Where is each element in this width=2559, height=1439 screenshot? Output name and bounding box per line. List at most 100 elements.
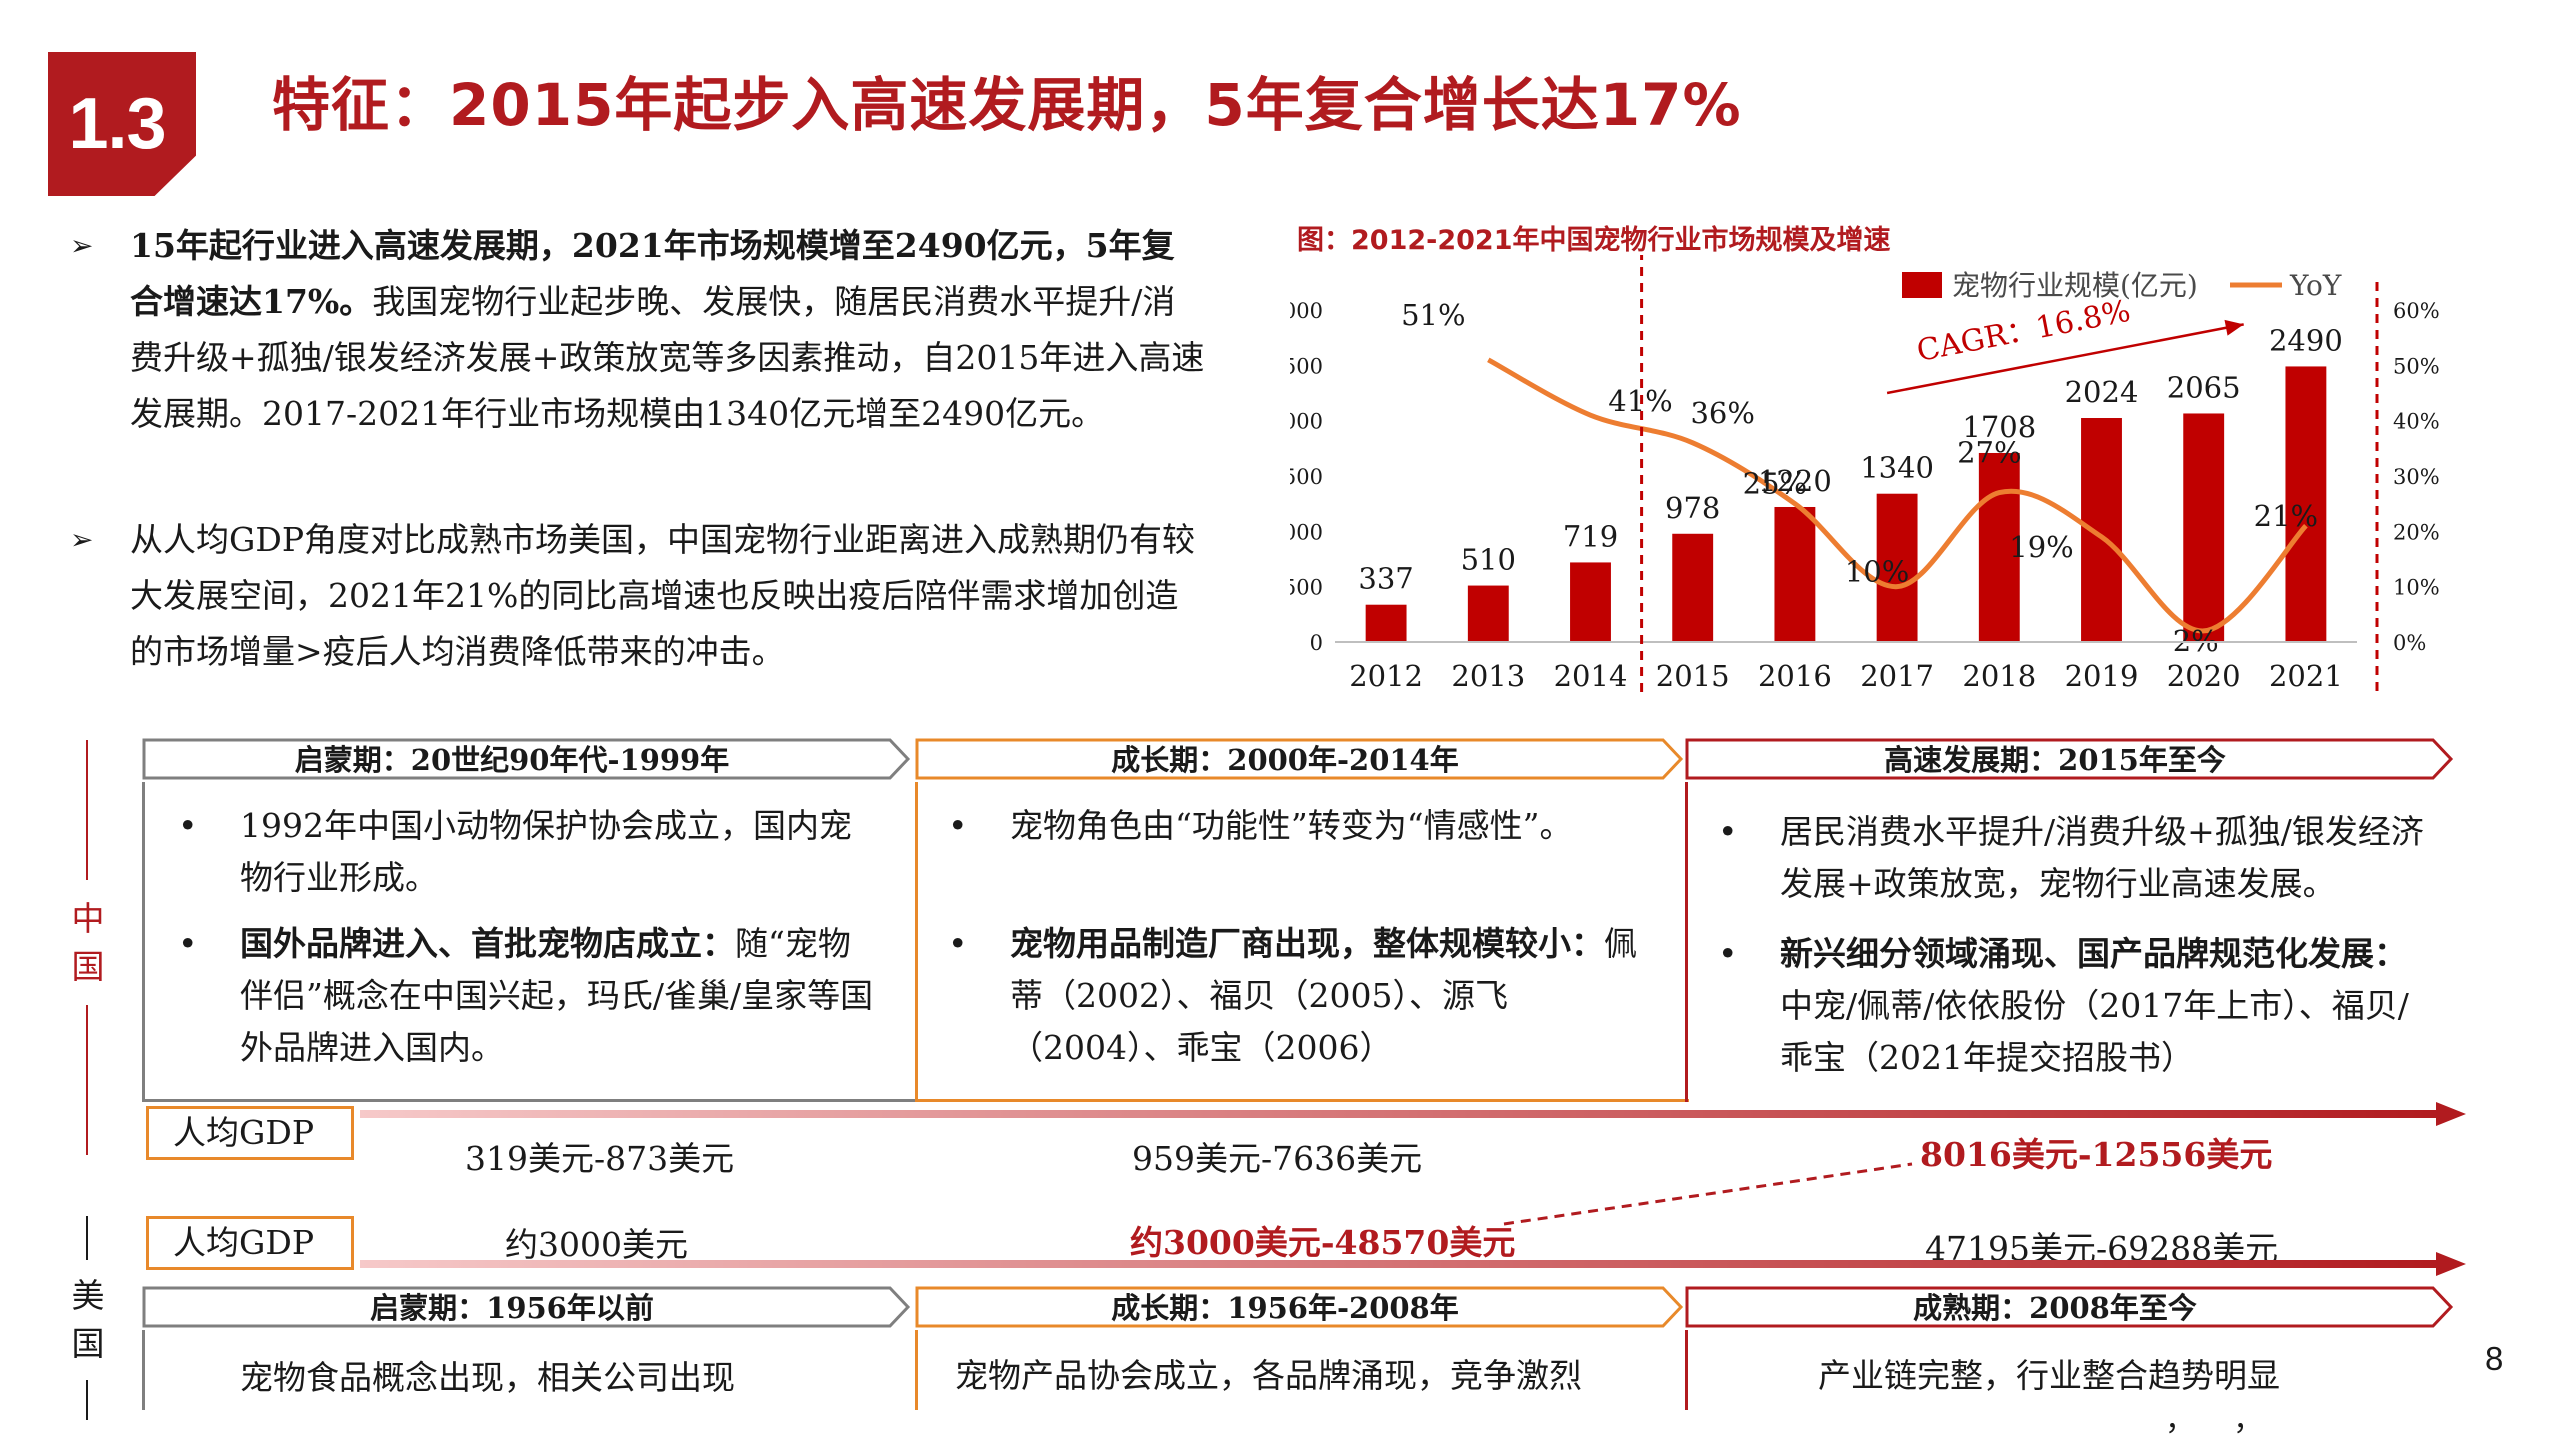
bar-value-label: 978 <box>1665 491 1720 525</box>
x-tick-label: 2021 <box>2269 659 2343 693</box>
us-stage-3-box <box>1685 1330 2459 1410</box>
yoy-value-label: 2% <box>2173 624 2219 658</box>
market-size-chart: 337 510 719 978 1220 1340 1708 2024 2065 2490 51% 4… <box>1290 255 2440 693</box>
yoy-value-label: 25% <box>1743 467 1807 501</box>
legend-line-label: YoY <box>2289 269 2342 302</box>
y-right-tick-label: 50% <box>2393 354 2440 378</box>
bar-value-label: 1708 <box>1962 410 2036 444</box>
stage-arrow-china-1 <box>142 738 911 780</box>
x-tick-label: 2018 <box>1962 659 2036 693</box>
bar <box>1570 562 1611 642</box>
stage-arrow-us-1 <box>142 1286 911 1328</box>
china-gdp-stage-2: 959美元-7636美元 <box>1132 1139 1423 1178</box>
bar-value-label: 510 <box>1461 543 1516 577</box>
us-gdp-stage-2: 约3000美元-48570美元 <box>1130 1223 1516 1262</box>
bar <box>1467 585 1509 642</box>
us-stage-1-box <box>142 1330 916 1410</box>
bar-value-label: 719 <box>1563 519 1618 553</box>
bullet-text: 从人均GDP角度对比成熟市场美国，中国宠物行业距离进入成熟期仍有较大发展空间，2… <box>130 520 1196 671</box>
arrow-bullet-icon: ➢ <box>70 229 94 262</box>
bar-value-label: 1340 <box>1860 451 1934 485</box>
yoy-value-label: 27% <box>1957 436 2021 470</box>
x-tick-label: 2013 <box>1451 659 1525 693</box>
china-stage-1-box <box>142 782 916 1102</box>
stage-arrow-us-2 <box>915 1286 1684 1328</box>
bullet-bold-text: 15年起行业进入高速发展期，2021年市场规模增至2490亿元，5年复合增速达1… <box>130 226 1175 321</box>
y-left-tick-label: 1,000 <box>1290 520 1323 544</box>
bullet-gdp-comparison: ➢ 从人均GDP角度对比成熟市场美国，中国宠物行业距离进入成熟期仍有较大发展空间… <box>70 512 1205 680</box>
y-right-tick-label: 30% <box>2393 465 2440 489</box>
x-tick-label: 2020 <box>2167 659 2241 693</box>
chart-title: 图：2012-2021年中国宠物行业市场规模及增速 <box>1297 225 1891 256</box>
yoy-value-label: 36% <box>1690 396 1754 430</box>
bar <box>2183 413 2225 642</box>
us-gdp-label: 人均GDP <box>146 1216 354 1270</box>
yoy-value-label: 51% <box>1401 298 1465 332</box>
us-stage-2-title: 成长期：1956年-2008年 <box>1111 1291 1459 1325</box>
yoy-value-label: 19% <box>2009 530 2073 564</box>
bar-value-label: 2490 <box>2269 323 2343 357</box>
y-left-tick-label: 2,000 <box>1290 410 1323 434</box>
stage-arrow-us-3 <box>1685 1286 2454 1328</box>
y-left-tick-label: 3,000 <box>1290 299 1323 323</box>
china-stage-3-point: • 居民消费水平提升/消费升级+孤独/银发经济发展+政策放宽，宠物行业高速发展。 <box>1718 812 2424 903</box>
us-gdp-arrow <box>360 1252 2466 1276</box>
arrow-bullet-icon: ➢ <box>70 523 94 556</box>
x-tick-label: 2014 <box>1554 659 1628 693</box>
china-stage-1-title: 启蒙期：20世纪90年代-1999年 <box>294 743 730 777</box>
china-stage-3-point: • 新兴细分领域涌现、国产品牌规范化发展：中宠/佩蒂/依依股份（2017年上市）、… <box>1718 934 2409 1077</box>
china-stage-2-box <box>915 782 1689 1102</box>
yoy-value-label: 10% <box>1845 555 1909 589</box>
stage-arrow-china-3 <box>1685 738 2454 780</box>
bar <box>1978 452 2020 642</box>
y-right-tick-label: 0% <box>2393 631 2426 655</box>
bar <box>2081 418 2122 642</box>
us-stage-1-title: 启蒙期：1956年以前 <box>370 1291 654 1325</box>
stage-arrow-china-2 <box>915 738 1684 780</box>
china-gdp-stage-3: 8016美元-12556美元 <box>1920 1135 2273 1174</box>
china-stage-3-title: 高速发展期：2015年至今 <box>1884 743 2226 777</box>
china-stage-3-box <box>1685 782 2459 1102</box>
bar-value-label: 337 <box>1358 562 1413 596</box>
us-stage-1-text: 宠物食品概念出现，相关公司出现 <box>240 1358 735 1397</box>
bar <box>2285 366 2327 642</box>
bar-value-label: 2065 <box>2167 370 2241 404</box>
us-divider-line <box>86 1216 88 1260</box>
cagr-arrow <box>1886 323 2244 395</box>
x-tick-label: 2012 <box>1349 659 1423 693</box>
y-right-tick-label: 40% <box>2393 410 2440 434</box>
y-right-tick-label: 20% <box>2393 520 2440 544</box>
x-tick-label: 2017 <box>1860 659 1934 693</box>
china-divider-line <box>86 1005 88 1155</box>
china-gdp-arrow <box>360 1102 2466 1126</box>
bullet-market-growth: ➢ 15年起行业进入高速发展期，2021年市场规模增至2490亿元，5年复合增速… <box>70 218 1205 442</box>
bar <box>1672 533 1714 642</box>
x-tick-label: 2016 <box>1758 659 1832 693</box>
china-stage-2-point: • 宠物用品制造厂商出现，整体规模较小：佩蒂（2002）、福贝（2005）、源飞（… <box>948 924 1637 1067</box>
china-divider-line <box>86 740 88 880</box>
section-badge: 1.3 <box>48 52 196 196</box>
yoy-line <box>1487 357 2308 634</box>
y-left-tick-label: 2,500 <box>1290 354 1323 378</box>
china-stage-1-point: • 国外品牌进入、首批宠物店成立：随“宠物伴侣”概念在中国兴起，玛氏/雀巢/皇家等… <box>178 924 874 1067</box>
legend-bar-label: 宠物行业规模(亿元) <box>1952 269 2198 302</box>
bar <box>1876 493 1918 642</box>
bar <box>1365 604 1407 642</box>
china-gdp-label: 人均GDP <box>146 1106 354 1160</box>
y-right-tick-label: 10% <box>2393 576 2440 600</box>
cagr-annotation: CAGR：16.8% <box>1914 294 2133 369</box>
us-stage-2-box <box>915 1330 1689 1410</box>
yoy-value-label: 21% <box>2254 499 2318 533</box>
y-left-tick-label: 0 <box>1310 631 1323 655</box>
stray-marks: ， ， <box>2165 1403 2264 1438</box>
x-tick-label: 2015 <box>1656 659 1730 693</box>
legend-bar-swatch <box>1902 272 1942 298</box>
us-stage-3-text: 产业链完整，行业整合趋势明显 <box>1818 1356 2280 1395</box>
page-number: 8 <box>2485 1340 2504 1377</box>
gdp-comparison-connector <box>1503 1162 1913 1226</box>
china-stage-2-point: • 宠物角色由“功能性”转变为“情感性”。 <box>948 806 1573 845</box>
bar-value-label: 2024 <box>2065 375 2139 409</box>
bar <box>1774 506 1816 642</box>
x-tick-label: 2019 <box>2065 659 2139 693</box>
y-right-tick-label: 60% <box>2393 299 2440 323</box>
